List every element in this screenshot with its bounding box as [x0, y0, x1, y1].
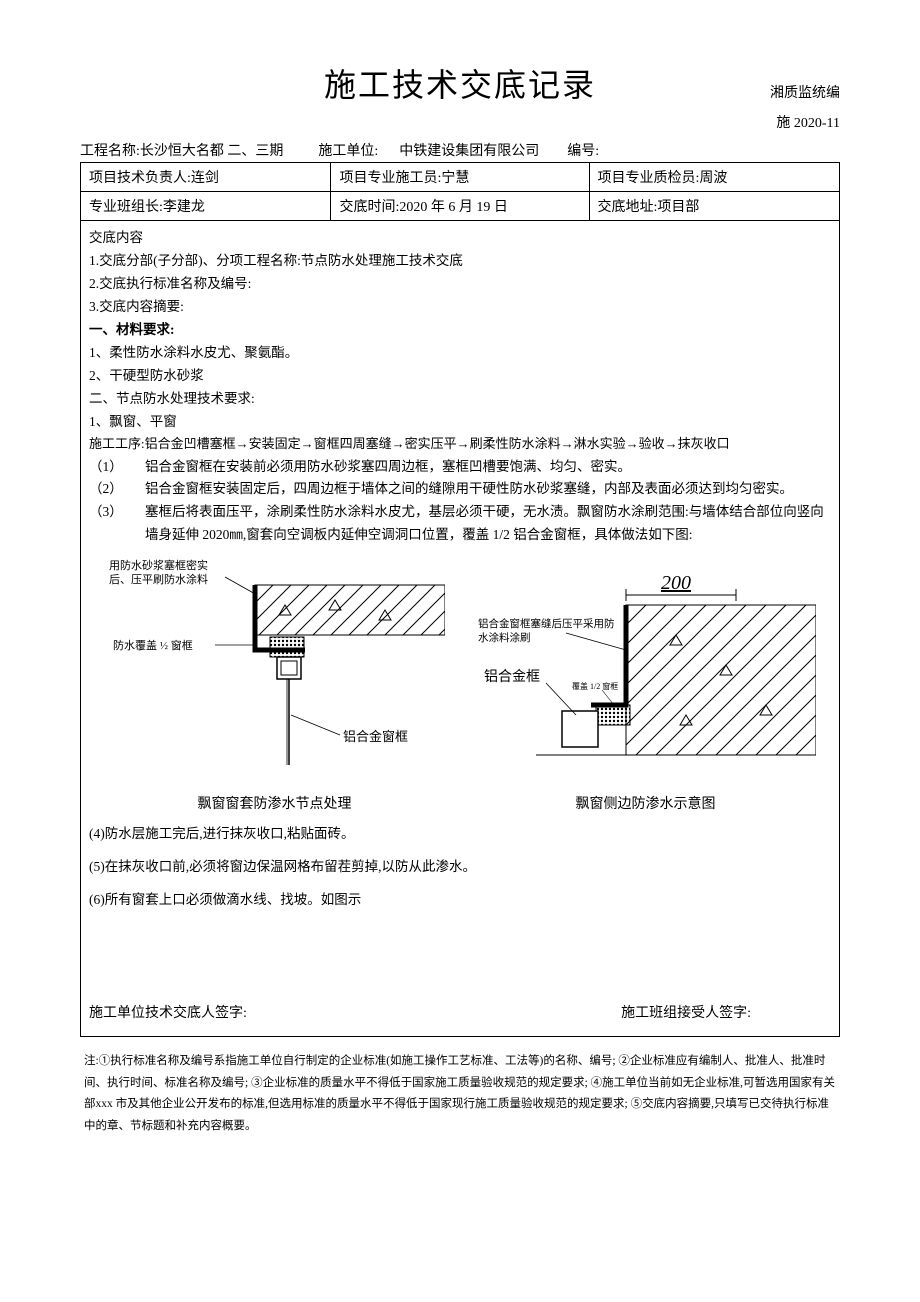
content-line: (5)在抹灰收口前,必须将窗边保温网格布留茬剪掉,以防从此渗水。 [89, 856, 831, 879]
diagram-right: 200 铝合金窗框塞缝后压平采用防 水涂料涂刷 铝合金框 覆盖 1/2 窗框 飘… [460, 555, 831, 817]
para-num: （2） [89, 478, 145, 501]
diagram-label: 用防水砂浆塞框密实 [109, 558, 208, 572]
para-num: （3） [89, 501, 145, 547]
para-text: 铝合金窗框安装固定后，四周边框于墙体之间的缝隙用干硬性防水砂浆塞缝，内部及表面必… [145, 478, 831, 501]
content-line: (6)所有窗套上口必须做滴水线、找坡。如图示 [89, 889, 831, 912]
inspector: 项目专业质检员:周波 [598, 171, 728, 186]
project-value: 长沙恒大名都 二、三期 [140, 140, 284, 160]
diagram-zone: 用防水砂浆塞框密实 后、压平刷防水涂料 防水覆盖 ½ 窗框 铝合金窗框 飘窗窗套… [89, 555, 831, 817]
content-line: 2.交底执行标准名称及编号: [89, 273, 831, 296]
diagram-label: 后、压平刷防水涂料 [109, 572, 208, 586]
section-heading: 二、节点防水处理技术要求: [89, 388, 831, 411]
content-box: 交底内容 1.交底分部(子分部)、分项工程名称:节点防水处理施工技术交底 2.交… [80, 221, 840, 1037]
content-line: 1、柔性防水涂料水皮尤、聚氨酯。 [89, 342, 831, 365]
content-line: (4)防水层施工完后,进行抹灰收口,粘贴面砖。 [89, 823, 831, 846]
content-line: 2、干硬型防水砂浆 [89, 365, 831, 388]
location: 交底地址:项目部 [598, 200, 700, 215]
project-label: 工程名称: [80, 140, 140, 160]
procedure-line: 施工工序:铝合金凹槽塞框→安装固定→窗框四周塞缝→密实压平→刷柔性防水涂料→淋水… [89, 433, 831, 455]
para-text: 塞框后将表面压平，涂刷柔性防水涂料水皮尤，基层必须干硬，无水渍。飘窗防水涂刷范围… [145, 501, 831, 547]
table-row: 专业班组长:李建龙 交底时间:2020 年 6 月 19 日 交底地址:项目部 [81, 192, 840, 221]
tech-lead: 项目技术负责人:连剑 [89, 171, 219, 186]
section-heading: 交底内容 [89, 227, 831, 250]
team-lead: 专业班组长:李建龙 [89, 200, 205, 215]
para-num: （1） [89, 456, 145, 479]
date: 交底时间:2020 年 6 月 19 日 [339, 200, 507, 215]
content-line: 1.交底分部(子分部)、分项工程名称:节点防水处理施工技术交底 [89, 250, 831, 273]
issuer-label: 湘质监统编 [770, 82, 840, 102]
sign-right: 施工班组接受人签字: [621, 1002, 831, 1026]
content-line: 3.交底内容摘要: [89, 296, 831, 319]
table-row: 项目技术负责人:连剑 项目专业施工员:宁慧 项目专业质检员:周波 [81, 163, 840, 192]
doc-code: 施 2020-11 [80, 112, 840, 132]
diagram-left: 用防水砂浆塞框密实 后、压平刷防水涂料 防水覆盖 ½ 窗框 铝合金窗框 飘窗窗套… [89, 555, 460, 817]
diagram-label: 铝合金窗框 [343, 729, 408, 744]
diagram-label: 水涂料涂刷 [478, 631, 531, 644]
diagram-label: 铝合金框 [484, 669, 540, 685]
meta-line: 工程名称: 长沙恒大名都 二、三期 施工单位: 中铁建设集团有限公司 编号: [80, 140, 840, 160]
header-table: 项目技术负责人:连剑 项目专业施工员:宁慧 项目专业质检员:周波 专业班组长:李… [80, 162, 840, 221]
unit-label: 施工单位: [318, 140, 378, 160]
unit-value: 中铁建设集团有限公司 [399, 140, 539, 160]
diagram-caption: 飘窗侧边防渗水示意图 [460, 793, 831, 817]
sign-left: 施工单位技术交底人签字: [89, 1002, 247, 1026]
footnote: 注:①执行标准名称及编号系指施工单位自行制定的企业标准(如施工操作工艺标准、工法… [80, 1051, 840, 1138]
constructor: 项目专业施工员:宁慧 [339, 171, 469, 186]
diagram-label: 铝合金窗框塞缝后压平采用防 [478, 617, 615, 630]
diagram-label: 防水覆盖 ½ 窗框 [113, 638, 193, 652]
page-title: 施工技术交底记录 [324, 60, 596, 106]
diagram-caption: 飘窗窗套防渗水节点处理 [89, 793, 460, 817]
para-text: 铝合金窗框在安装前必须用防水砂浆塞四周边框，塞框凹槽要饱满、均匀、密实。 [145, 456, 831, 479]
no-label: 编号: [567, 140, 599, 160]
dimension-label: 200 [661, 572, 691, 594]
section-heading: 一、材料要求: [89, 319, 831, 342]
content-line: 1、飘窗、平窗 [89, 411, 831, 434]
diagram-label: 覆盖 1/2 窗框 [572, 681, 618, 691]
